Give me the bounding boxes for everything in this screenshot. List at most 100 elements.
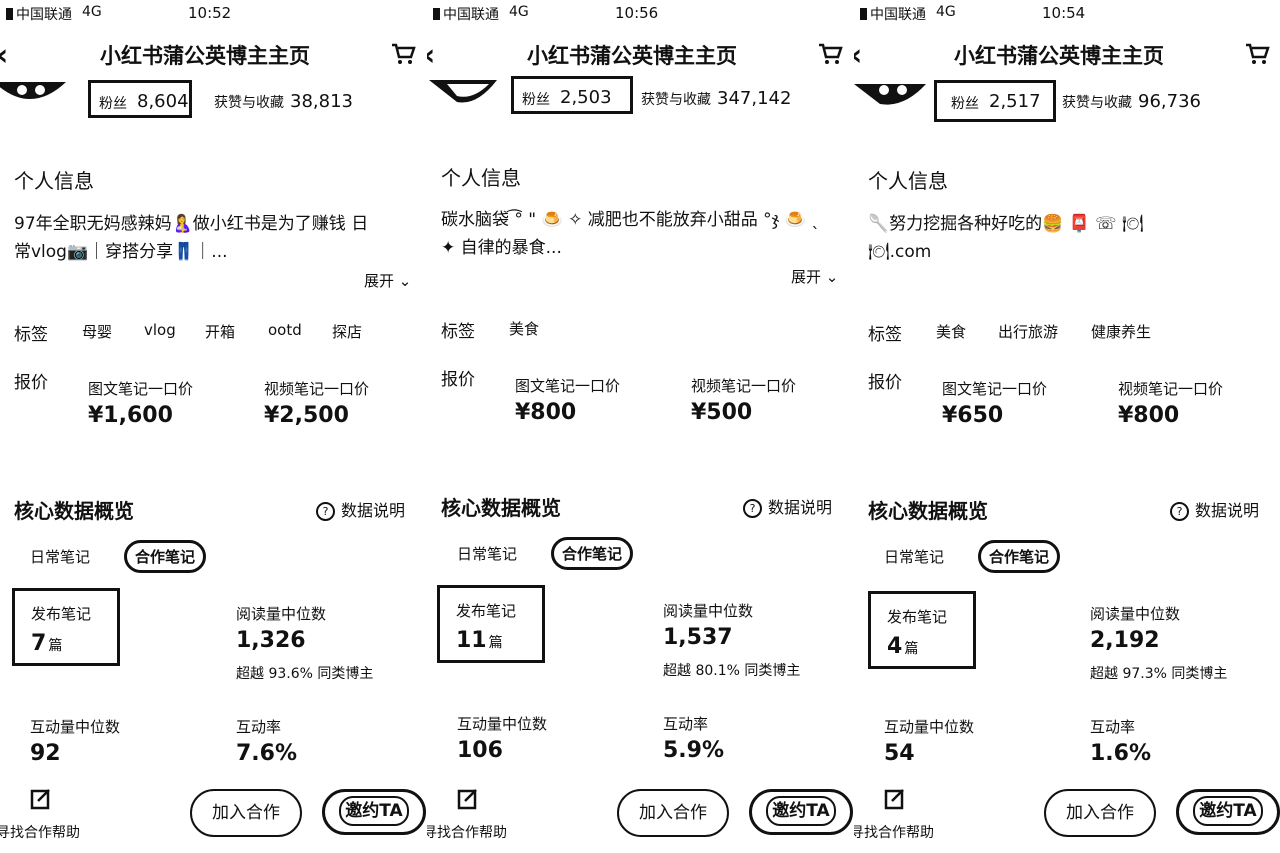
avatar[interactable]: [427, 74, 507, 108]
join-coop-button[interactable]: 加入合作: [1044, 789, 1156, 837]
fans-value: 8,604: [137, 91, 189, 112]
price-video-value: ¥800: [1118, 403, 1180, 428]
likes-label: 获赞与收藏: [214, 95, 284, 111]
tab-daily-notes[interactable]: 日常笔记: [457, 545, 518, 563]
invite-button[interactable]: 邀约TA: [749, 789, 853, 835]
status-time: 10:54: [1042, 4, 1086, 22]
likes-value: 96,736: [1138, 91, 1201, 112]
personal-info-title: 个人信息: [14, 169, 94, 193]
fans-label: 粉丝: [522, 92, 550, 108]
network-label: 4G: [509, 4, 529, 20]
price-image-value: ¥650: [942, 403, 1004, 428]
data-help-link[interactable]: ? 数据说明: [743, 494, 832, 518]
invite-button[interactable]: 邀约TA: [1176, 789, 1280, 835]
price-video-label: 视频笔记一口价: [264, 380, 370, 398]
tab-coop-notes[interactable]: 合作笔记: [124, 540, 207, 573]
edit-icon[interactable]: [30, 788, 52, 810]
avatar[interactable]: [0, 76, 70, 110]
tab-coop-notes[interactable]: 合作笔记: [551, 537, 634, 570]
interact-rate-label: 互动率: [236, 718, 282, 736]
price-image-label: 图文笔记一口价: [942, 380, 1048, 398]
cart-icon[interactable]: [1244, 42, 1270, 66]
find-help-label[interactable]: 寻找合作帮助: [0, 825, 80, 841]
core-data-title: 核心数据概览: [441, 496, 561, 520]
interact-median-value: 54: [884, 741, 915, 766]
avatar[interactable]: [854, 78, 934, 112]
find-help-label[interactable]: 寻找合作帮助: [427, 825, 507, 841]
question-icon: ?: [1170, 502, 1189, 521]
tab-daily-notes[interactable]: 日常笔记: [884, 548, 945, 566]
cart-icon[interactable]: [817, 42, 843, 66]
read-beat-text: 超越 97.3% 同类博主: [1090, 666, 1228, 682]
edit-icon[interactable]: [457, 788, 479, 810]
join-coop-button[interactable]: 加入合作: [190, 789, 302, 837]
edit-icon[interactable]: [884, 788, 906, 810]
back-chevron-icon[interactable]: ‹: [0, 38, 8, 73]
read-median-label: 阅读量中位数: [663, 602, 754, 620]
tag-item: ootd: [268, 321, 302, 339]
network-label: 4G: [936, 4, 956, 20]
bio-line: 🍽.com: [868, 242, 932, 262]
expand-button[interactable]: 展开 ⌄: [364, 272, 412, 290]
likes-label: 获赞与收藏: [641, 92, 711, 108]
back-chevron-icon[interactable]: ‹: [854, 38, 862, 73]
carrier-label: 中国联通: [6, 4, 72, 24]
tab-coop-notes[interactable]: 合作笔记: [978, 540, 1061, 573]
interact-rate-value: 7.6%: [236, 741, 298, 766]
bio-line: 碳水脑袋 ͡° " 🍮 ✧ 减肥也不能放弃小甜品 °ჯ 🍮 ˎ: [441, 210, 820, 230]
screenshot-panel-2: 中国联通 4G 10:56 ‹ 小红书蒲公英博主主页 粉丝 2,503 获赞与收…: [427, 0, 853, 853]
bio-text: 97年全职无妈感辣妈🤱做小红书是为了赚钱 日 常vlog📷｜穿搭分享👖｜...: [14, 210, 414, 266]
interact-median-label: 互动量中位数: [457, 715, 548, 733]
notes-value: 7: [31, 631, 47, 656]
cart-icon[interactable]: [390, 42, 416, 66]
tag-item: 母婴: [82, 323, 113, 341]
read-median-value: 1,326: [236, 628, 306, 653]
price-video-value: ¥2,500: [264, 403, 349, 428]
likes-stat: 获赞与收藏 96,736: [1062, 91, 1201, 112]
read-median-value: 1,537: [663, 625, 733, 650]
likes-value: 38,813: [290, 91, 353, 112]
expand-button[interactable]: 展开 ⌄: [791, 268, 839, 286]
status-bar: 中国联通 4G 10:54: [854, 4, 1280, 24]
fans-stat: 粉丝 2,517: [934, 80, 1056, 122]
price-video-label: 视频笔记一口价: [691, 377, 797, 395]
tag-item: 探店: [332, 323, 363, 341]
notes-unit: 篇: [48, 638, 63, 654]
interact-rate-label: 互动率: [663, 715, 709, 733]
interact-median-value: 92: [30, 741, 61, 766]
signal-icon: [860, 8, 867, 20]
find-help-label[interactable]: 寻找合作帮助: [854, 825, 934, 841]
price-image-value: ¥800: [515, 400, 577, 425]
bio-line: ✦ 自律的暴食...: [441, 238, 562, 258]
question-icon: ?: [316, 502, 335, 521]
bio-line: 🥄努力挖掘各种好吃的🍔 📮 ☏ 🍽: [868, 214, 1144, 234]
carrier-text: 中国联通: [443, 7, 499, 23]
bio-line: 常vlog📷｜穿搭分享👖｜...: [14, 242, 228, 262]
network-label: 4G: [82, 4, 102, 20]
carrier-label: 中国联通: [433, 4, 499, 24]
notes-label: 发布笔记: [31, 605, 92, 623]
data-help-link[interactable]: ? 数据说明: [1170, 497, 1259, 521]
invite-label: 邀约TA: [766, 796, 836, 826]
data-help-label: 数据说明: [1195, 501, 1260, 520]
tags-label: 标签: [441, 322, 475, 342]
join-coop-button[interactable]: 加入合作: [617, 789, 729, 837]
price-image-value: ¥1,600: [88, 403, 173, 428]
tab-daily-notes[interactable]: 日常笔记: [30, 548, 91, 566]
back-chevron-icon[interactable]: ‹: [427, 38, 435, 73]
read-beat-text: 超越 93.6% 同类博主: [236, 666, 374, 682]
personal-info-title: 个人信息: [868, 169, 948, 193]
interact-median-label: 互动量中位数: [884, 718, 975, 736]
likes-stat: 获赞与收藏 347,142: [641, 88, 791, 109]
data-help-link[interactable]: ? 数据说明: [316, 497, 405, 521]
read-median-value: 2,192: [1090, 628, 1160, 653]
read-beat-text: 超越 80.1% 同类博主: [663, 663, 801, 679]
invite-button[interactable]: 邀约TA: [322, 789, 426, 835]
tags-label: 标签: [868, 325, 902, 345]
tag-item: vlog: [144, 321, 176, 339]
fans-label: 粉丝: [951, 96, 979, 112]
bio-text: 碳水脑袋 ͡° " 🍮 ✧ 减肥也不能放弃小甜品 °ჯ 🍮 ˎ ✦ 自律的暴食.…: [441, 206, 841, 262]
read-median-label: 阅读量中位数: [1090, 605, 1181, 623]
